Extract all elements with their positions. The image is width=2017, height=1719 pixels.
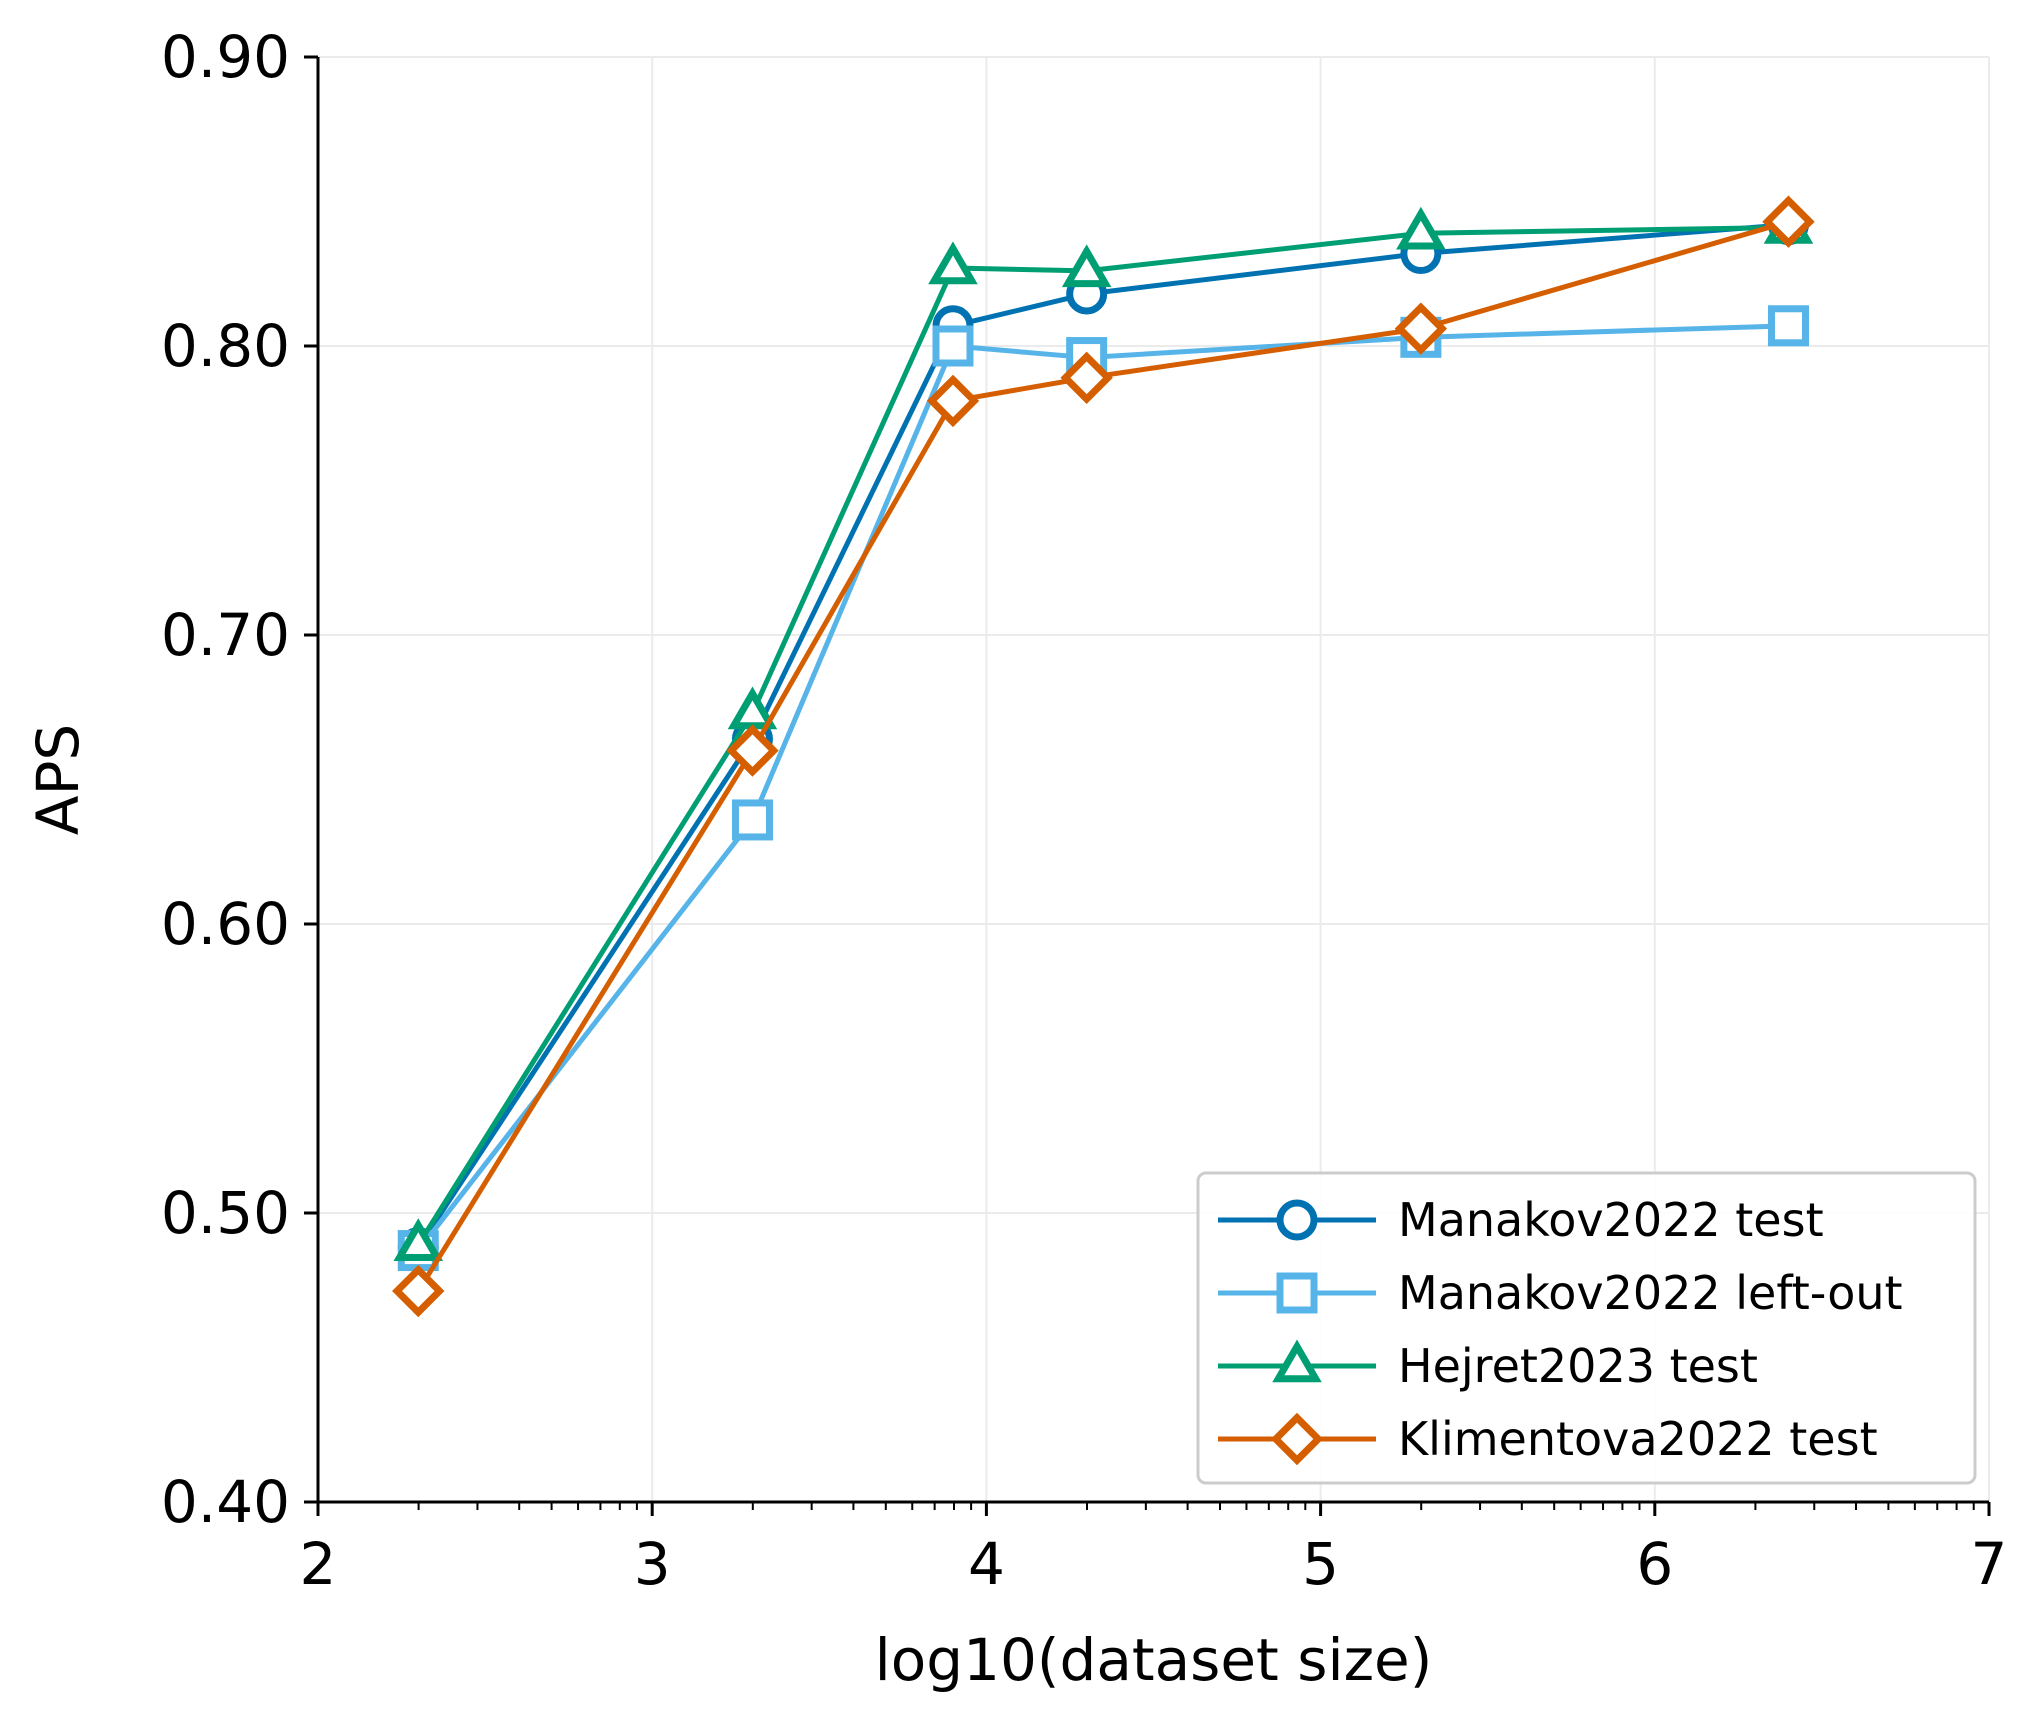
legend-label: Manakov2022 left-out <box>1398 1266 1903 1320</box>
legend-label: Manakov2022 test <box>1398 1193 1824 1247</box>
triangle-marker <box>727 686 778 730</box>
x-tick-label: 3 <box>634 1530 671 1598</box>
triangle-marker <box>1061 244 1112 288</box>
axes: 0.40 0.50 0.60 0.70 0.80 0.90 2 3 4 5 6 7 <box>161 23 2008 1598</box>
y-axis-title: APS <box>24 724 92 835</box>
series-line <box>416 222 1789 1250</box>
x-tick-label: 4 <box>968 1530 1005 1598</box>
y-tick-label: 0.50 <box>161 1179 290 1247</box>
square-marker <box>731 799 773 841</box>
legend: Manakov2022 test Manakov2022 left-out Hejr… <box>1196 1171 1977 1485</box>
square-marker <box>1767 305 1809 347</box>
triangle-marker <box>393 1218 444 1262</box>
diamond-marker <box>1060 351 1113 404</box>
x-tick-label: 5 <box>1302 1530 1339 1598</box>
diamond-marker <box>392 1264 445 1318</box>
y-tick-label: 0.90 <box>161 23 290 91</box>
x-tick-label: 7 <box>1971 1530 2008 1598</box>
x-axis-title: log10(dataset size) <box>875 1626 1433 1694</box>
diamond-marker <box>1394 302 1448 355</box>
diamond-marker <box>726 724 779 777</box>
legend-box <box>1196 1171 1977 1485</box>
series-group <box>392 195 1815 1318</box>
diamond-marker <box>1270 1412 1324 1466</box>
series-3 <box>392 195 1815 1318</box>
y-tick-label: 0.70 <box>161 601 290 669</box>
diamond-marker <box>1762 195 1815 248</box>
diamond-marker <box>926 374 980 428</box>
legend-label: Hejret2023 test <box>1398 1339 1758 1393</box>
series-line <box>416 225 1789 1247</box>
x-tick-label: 2 <box>300 1530 337 1598</box>
x-tick-label: 6 <box>1636 1530 1673 1598</box>
y-tick-label: 0.40 <box>161 1468 290 1536</box>
legend-label: Klimentova2022 test <box>1398 1412 1878 1466</box>
triangle-marker <box>1272 1339 1322 1383</box>
series-line <box>416 323 1789 1253</box>
triangle-marker <box>928 241 978 285</box>
y-tick-label: 0.60 <box>161 890 290 958</box>
series-line <box>416 219 1790 1293</box>
series-1 <box>397 305 1809 1272</box>
y-tick-label: 0.80 <box>161 312 290 380</box>
square-marker <box>1276 1272 1318 1314</box>
triangle-marker <box>1396 206 1446 250</box>
square-marker <box>932 325 974 367</box>
circle-marker <box>1276 1199 1318 1241</box>
